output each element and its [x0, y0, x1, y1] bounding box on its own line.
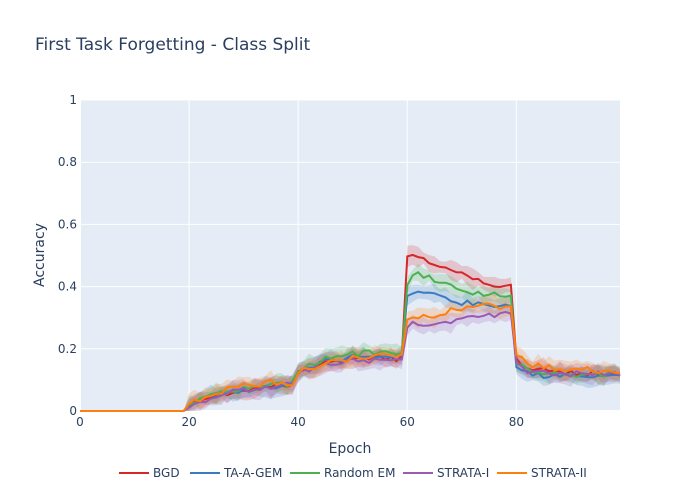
- x-tick-label: 60: [400, 415, 415, 429]
- y-axis-ticks: 0 0.2 0.4 0.6 0.8 1: [58, 93, 77, 418]
- chart-title: First Task Forgetting - Class Split: [35, 35, 311, 55]
- legend: BGD TA-A-GEM Random EM STRATA-I STRATA-II: [119, 466, 587, 480]
- x-axis-title: Epoch: [329, 441, 372, 457]
- y-tick-label: 0.8: [58, 155, 77, 169]
- y-axis-title: Accuracy: [32, 223, 48, 287]
- legend-label: STRATA-II: [531, 466, 587, 480]
- y-tick-label: 0: [69, 404, 77, 418]
- y-tick-label: 1: [69, 93, 77, 107]
- x-tick-label: 40: [291, 415, 306, 429]
- x-tick-label: 20: [181, 415, 196, 429]
- legend-label: TA-A-GEM: [223, 466, 282, 480]
- grid: [79, 99, 620, 412]
- legend-label: STRATA-I: [437, 466, 489, 480]
- legend-label: Random EM: [324, 466, 395, 480]
- y-tick-label: 0.4: [58, 280, 77, 294]
- legend-label: BGD: [153, 466, 180, 480]
- x-tick-label: 80: [509, 415, 524, 429]
- series-lines: [80, 253, 621, 412]
- confidence-band: [80, 263, 620, 411]
- series-line: [80, 302, 621, 412]
- x-axis-ticks: 0 20 40 60 80: [76, 415, 524, 429]
- y-tick-label: 0.2: [58, 342, 77, 356]
- y-tick-label: 0.6: [58, 217, 77, 231]
- confidence-band: [80, 245, 620, 411]
- x-tick-label: 0: [76, 415, 84, 429]
